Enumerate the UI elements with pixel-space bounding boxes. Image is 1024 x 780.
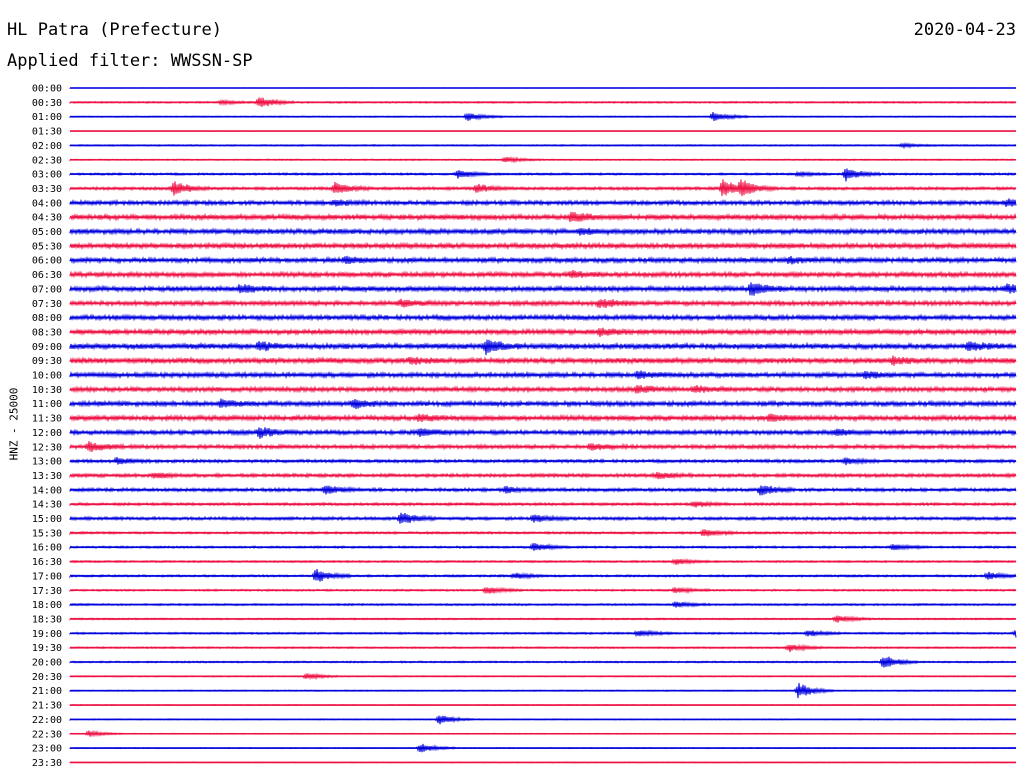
time-tick-label: 02:00 <box>32 141 62 152</box>
time-tick-label: 09:00 <box>32 342 62 353</box>
time-tick-label: 20:30 <box>32 672 62 683</box>
time-tick-label: 14:00 <box>32 485 62 496</box>
time-tick-label: 20:00 <box>32 658 62 669</box>
time-tick-label: 10:30 <box>32 385 62 396</box>
time-tick-label: 22:00 <box>32 715 62 726</box>
time-tick-label: 12:30 <box>32 442 62 453</box>
time-tick-label: 03:00 <box>32 170 62 181</box>
time-tick-label: 19:30 <box>32 643 62 654</box>
time-tick-label: 00:30 <box>32 98 62 109</box>
date-label: 2020-04-23 <box>913 20 1016 40</box>
time-tick-label: 02:30 <box>32 155 62 166</box>
time-tick-label: 21:00 <box>32 686 62 697</box>
time-tick-label: 16:30 <box>32 557 62 568</box>
time-tick-label: 22:30 <box>32 729 62 740</box>
time-tick-label: 05:00 <box>32 227 62 238</box>
time-tick-label: 13:00 <box>32 457 62 468</box>
time-tick-label: 05:30 <box>32 241 62 252</box>
time-tick-label: 15:00 <box>32 514 62 525</box>
time-tick-label: 04:00 <box>32 198 62 209</box>
time-tick-label: 23:30 <box>32 758 62 769</box>
filter-label: Applied filter: WWSSN-SP <box>7 51 253 71</box>
time-tick-label: 17:30 <box>32 586 62 597</box>
time-tick-label: 21:30 <box>32 701 62 712</box>
time-tick-label: 14:30 <box>32 500 62 511</box>
time-tick-label: 11:30 <box>32 414 62 425</box>
time-tick-label: 12:00 <box>32 428 62 439</box>
time-tick-label: 15:30 <box>32 528 62 539</box>
time-tick-label: 10:00 <box>32 371 62 382</box>
time-tick-label: 09:30 <box>32 356 62 367</box>
time-tick-label: 07:30 <box>32 299 62 310</box>
time-tick-label: 00:00 <box>32 84 62 95</box>
time-tick-label: 01:30 <box>32 127 62 138</box>
time-tick-label: 04:30 <box>32 213 62 224</box>
time-tick-label: 13:30 <box>32 471 62 482</box>
time-tick-label: 18:30 <box>32 614 62 625</box>
time-tick-label: 18:00 <box>32 600 62 611</box>
time-tick-label: 08:00 <box>32 313 62 324</box>
time-tick-label: 23:00 <box>32 744 62 755</box>
time-tick-label: 08:30 <box>32 327 62 338</box>
trace-line <box>69 168 1017 182</box>
time-tick-label: 19:00 <box>32 629 62 640</box>
time-tick-label: 06:30 <box>32 270 62 281</box>
station-title: HL Patra (Prefecture) <box>7 20 222 40</box>
trace-line <box>69 339 1017 356</box>
time-tick-label: 17:00 <box>32 571 62 582</box>
time-tick-label: 07:00 <box>32 284 62 295</box>
time-tick-label: 06:00 <box>32 256 62 267</box>
time-tick-label: 11:00 <box>32 399 62 410</box>
time-tick-label: 16:00 <box>32 543 62 554</box>
trace-line <box>69 643 1017 653</box>
time-tick-label: 03:30 <box>32 184 62 195</box>
time-tick-label: 01:00 <box>32 112 62 123</box>
